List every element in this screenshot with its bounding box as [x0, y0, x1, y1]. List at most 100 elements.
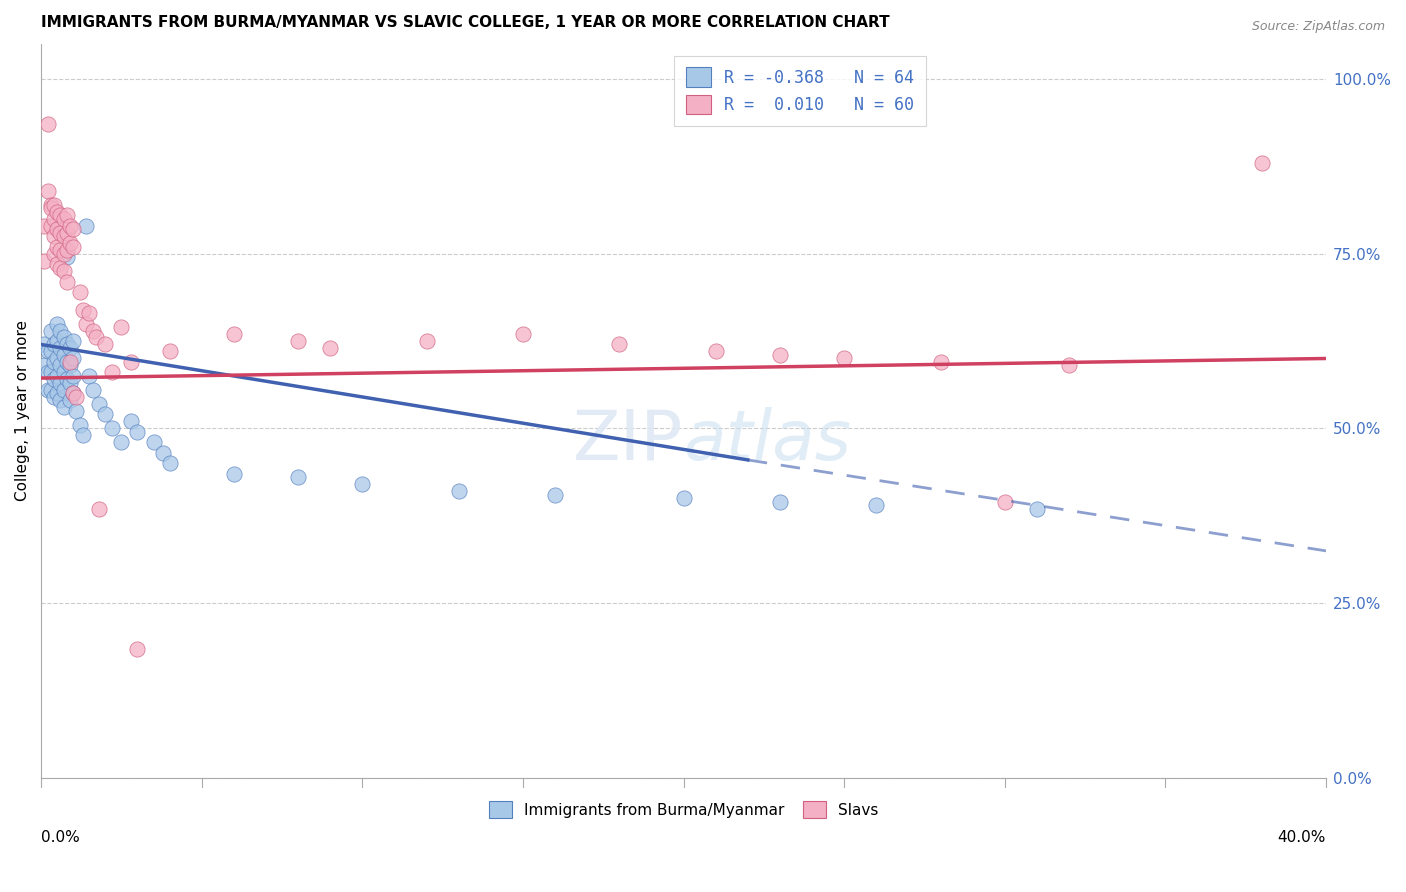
Point — [39, 324, 62, 338]
Point — [87, 397, 110, 411]
Point — [59, 376, 82, 390]
Point — [672, 491, 695, 506]
Point — [46, 204, 69, 219]
Point — [82, 324, 104, 338]
Point — [52, 366, 75, 380]
Point — [127, 425, 149, 439]
Point — [37, 184, 59, 198]
Point — [49, 341, 72, 355]
Point — [49, 208, 72, 222]
Point — [75, 219, 97, 233]
Point — [72, 428, 94, 442]
Point — [222, 326, 245, 341]
Point — [94, 408, 117, 422]
Point — [52, 330, 75, 344]
Point — [84, 330, 107, 344]
Point — [42, 246, 65, 260]
Point — [39, 344, 62, 359]
Point — [62, 351, 84, 366]
Point — [56, 355, 79, 369]
Point — [120, 355, 142, 369]
Point — [1250, 155, 1272, 169]
Point — [769, 348, 792, 362]
Point — [56, 226, 79, 240]
Point — [52, 401, 75, 415]
Point — [37, 344, 59, 359]
Point — [42, 229, 65, 244]
Point — [59, 359, 82, 373]
Point — [42, 337, 65, 351]
Point — [56, 372, 79, 386]
Point — [56, 250, 79, 264]
Point — [415, 334, 437, 348]
Point — [110, 435, 132, 450]
Point — [39, 219, 62, 233]
Point — [49, 243, 72, 257]
Point — [59, 393, 82, 408]
Point — [34, 359, 56, 373]
Point — [1026, 502, 1049, 516]
Point — [352, 477, 374, 491]
Point — [39, 197, 62, 211]
Point — [447, 484, 470, 499]
Text: IMMIGRANTS FROM BURMA/MYANMAR VS SLAVIC COLLEGE, 1 YEAR OR MORE CORRELATION CHAR: IMMIGRANTS FROM BURMA/MYANMAR VS SLAVIC … — [41, 15, 890, 30]
Point — [287, 470, 309, 484]
Point — [39, 366, 62, 380]
Point — [929, 355, 952, 369]
Point — [994, 495, 1017, 509]
Point — [34, 219, 56, 233]
Point — [52, 229, 75, 244]
Point — [704, 344, 727, 359]
Point — [1057, 359, 1080, 373]
Point — [94, 337, 117, 351]
Point — [46, 351, 69, 366]
Point — [110, 320, 132, 334]
Text: 0.0%: 0.0% — [41, 830, 80, 845]
Point — [34, 337, 56, 351]
Point — [42, 390, 65, 404]
Point — [34, 253, 56, 268]
Point — [72, 302, 94, 317]
Point — [75, 317, 97, 331]
Point — [46, 368, 69, 383]
Point — [52, 348, 75, 362]
Point — [127, 641, 149, 656]
Point — [544, 488, 567, 502]
Point — [222, 467, 245, 481]
Point — [69, 285, 91, 299]
Text: Source: ZipAtlas.com: Source: ZipAtlas.com — [1251, 20, 1385, 33]
Text: atlas: atlas — [683, 407, 852, 474]
Point — [59, 355, 82, 369]
Point — [65, 404, 87, 418]
Point — [49, 226, 72, 240]
Point — [46, 317, 69, 331]
Point — [56, 337, 79, 351]
Point — [159, 344, 181, 359]
Point — [49, 376, 72, 390]
Point — [49, 359, 72, 373]
Point — [769, 495, 792, 509]
Point — [319, 341, 342, 355]
Point — [46, 257, 69, 271]
Point — [56, 275, 79, 289]
Point — [62, 334, 84, 348]
Point — [52, 246, 75, 260]
Point — [79, 306, 101, 320]
Point — [101, 366, 124, 380]
Point — [42, 355, 65, 369]
Point — [62, 386, 84, 401]
Point — [607, 337, 630, 351]
Point — [37, 366, 59, 380]
Point — [49, 393, 72, 408]
Point — [52, 211, 75, 226]
Point — [37, 117, 59, 131]
Point — [82, 383, 104, 397]
Point — [39, 201, 62, 215]
Point — [512, 326, 534, 341]
Point — [46, 334, 69, 348]
Point — [62, 368, 84, 383]
Legend: Immigrants from Burma/Myanmar, Slavs: Immigrants from Burma/Myanmar, Slavs — [481, 794, 886, 826]
Point — [62, 222, 84, 236]
Point — [59, 235, 82, 250]
Point — [865, 499, 887, 513]
